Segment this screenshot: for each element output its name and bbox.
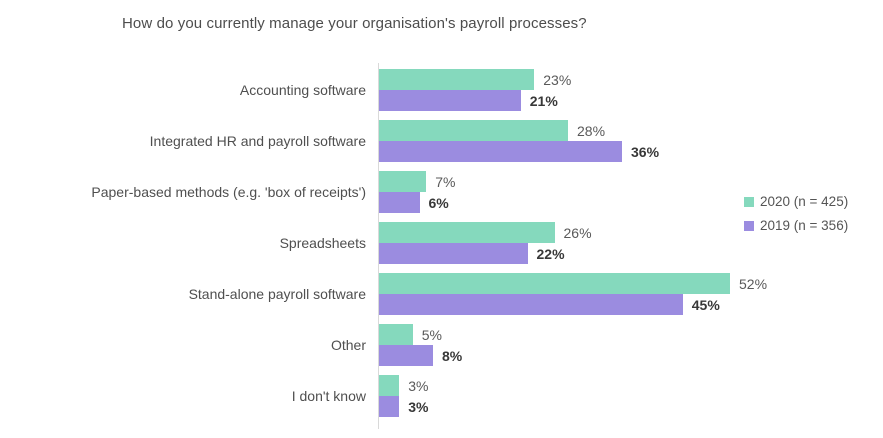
bar-line-2020: 52% bbox=[379, 273, 883, 294]
legend-label-2019: 2019 (n = 356) bbox=[760, 218, 849, 233]
value-label-2019: 21% bbox=[529, 92, 558, 109]
category-label: Spreadsheets bbox=[279, 235, 366, 251]
chart-title: How do you currently manage your organis… bbox=[122, 15, 587, 32]
value-label-2019: 6% bbox=[428, 194, 449, 211]
bar-line-2020: 26% bbox=[379, 222, 883, 243]
bar-line-2019: 21% bbox=[379, 90, 883, 111]
bar-2019 bbox=[379, 345, 433, 366]
bar-pair: 52% 45% bbox=[379, 273, 883, 315]
category-label: Stand-alone payroll software bbox=[188, 286, 366, 302]
bar-2020 bbox=[379, 273, 730, 294]
bar-2020 bbox=[379, 69, 535, 90]
bar-line-2019: 45% bbox=[379, 294, 883, 315]
bar-line-2019: 36% bbox=[379, 141, 883, 162]
category-row: Other 5% 8% bbox=[0, 324, 883, 366]
bar-2019 bbox=[379, 192, 420, 213]
value-label-2019: 36% bbox=[631, 143, 660, 160]
legend-item-2020: 2020 (n = 425) bbox=[744, 194, 848, 209]
category-row: Stand-alone payroll software 52% 45% bbox=[0, 273, 883, 315]
bar-line-2019: 6% bbox=[379, 192, 883, 213]
bar-line-2020: 5% bbox=[379, 324, 883, 345]
bar-pair: 26% 22% bbox=[379, 222, 883, 264]
value-label-2019: 22% bbox=[536, 245, 565, 262]
value-label-2019: 8% bbox=[442, 347, 463, 364]
y-axis-line bbox=[378, 63, 379, 429]
bar-pair: 7% 6% bbox=[379, 171, 883, 213]
bar-rows: Accounting software 23% 21% Integrated HR a… bbox=[0, 69, 883, 426]
value-label-2020: 5% bbox=[421, 326, 442, 343]
value-label-2020: 28% bbox=[577, 122, 606, 139]
bar-2019 bbox=[379, 90, 521, 111]
bar-pair: 5% 8% bbox=[379, 324, 883, 366]
category-label: Integrated HR and payroll software bbox=[149, 133, 366, 149]
legend-swatch-2019-icon bbox=[744, 220, 754, 231]
legend-label-2020: 2020 (n = 425) bbox=[760, 194, 849, 209]
bar-line-2019: 8% bbox=[379, 345, 883, 366]
bar-2019 bbox=[379, 243, 528, 264]
bar-2020 bbox=[379, 171, 427, 192]
legend-item-2019: 2019 (n = 356) bbox=[744, 218, 848, 233]
bar-2019 bbox=[379, 396, 400, 417]
bar-line-2019: 22% bbox=[379, 243, 883, 264]
bar-pair: 23% 21% bbox=[379, 69, 883, 111]
category-label: I don't know bbox=[291, 388, 366, 404]
bar-2020 bbox=[379, 120, 568, 141]
category-label: Accounting software bbox=[239, 82, 366, 98]
bar-line-2019: 3% bbox=[379, 396, 883, 417]
value-label-2020: 23% bbox=[543, 71, 572, 88]
value-label-2020: 7% bbox=[435, 173, 456, 190]
category-label: Other bbox=[330, 337, 366, 353]
bar-2019 bbox=[379, 141, 622, 162]
legend-swatch-2020-icon bbox=[744, 196, 754, 207]
bar-2020 bbox=[379, 375, 400, 396]
bar-line-2020: 7% bbox=[379, 171, 883, 192]
bar-pair: 28% 36% bbox=[379, 120, 883, 162]
bar-line-2020: 23% bbox=[379, 69, 883, 90]
category-row: I don't know 3% 3% bbox=[0, 375, 883, 417]
category-row: Integrated HR and payroll software 28% 36% bbox=[0, 120, 883, 162]
bar-2019 bbox=[379, 294, 683, 315]
bar-2020 bbox=[379, 324, 413, 345]
value-label-2020: 26% bbox=[563, 224, 592, 241]
value-label-2020: 3% bbox=[408, 377, 429, 394]
bar-pair: 3% 3% bbox=[379, 375, 883, 417]
value-label-2019: 45% bbox=[691, 296, 720, 313]
category-row: Paper-based methods (e.g. 'box of receip… bbox=[0, 171, 883, 213]
bar-line-2020: 28% bbox=[379, 120, 883, 141]
legend: 2020 (n = 425) 2019 (n = 356) bbox=[744, 194, 848, 242]
bar-line-2020: 3% bbox=[379, 375, 883, 396]
value-label-2019: 3% bbox=[408, 398, 429, 415]
category-label: Paper-based methods (e.g. 'box of receip… bbox=[91, 184, 366, 200]
category-row: Spreadsheets 26% 22% bbox=[0, 222, 883, 264]
value-label-2020: 52% bbox=[739, 275, 768, 292]
category-row: Accounting software 23% 21% bbox=[0, 69, 883, 111]
bar-2020 bbox=[379, 222, 555, 243]
